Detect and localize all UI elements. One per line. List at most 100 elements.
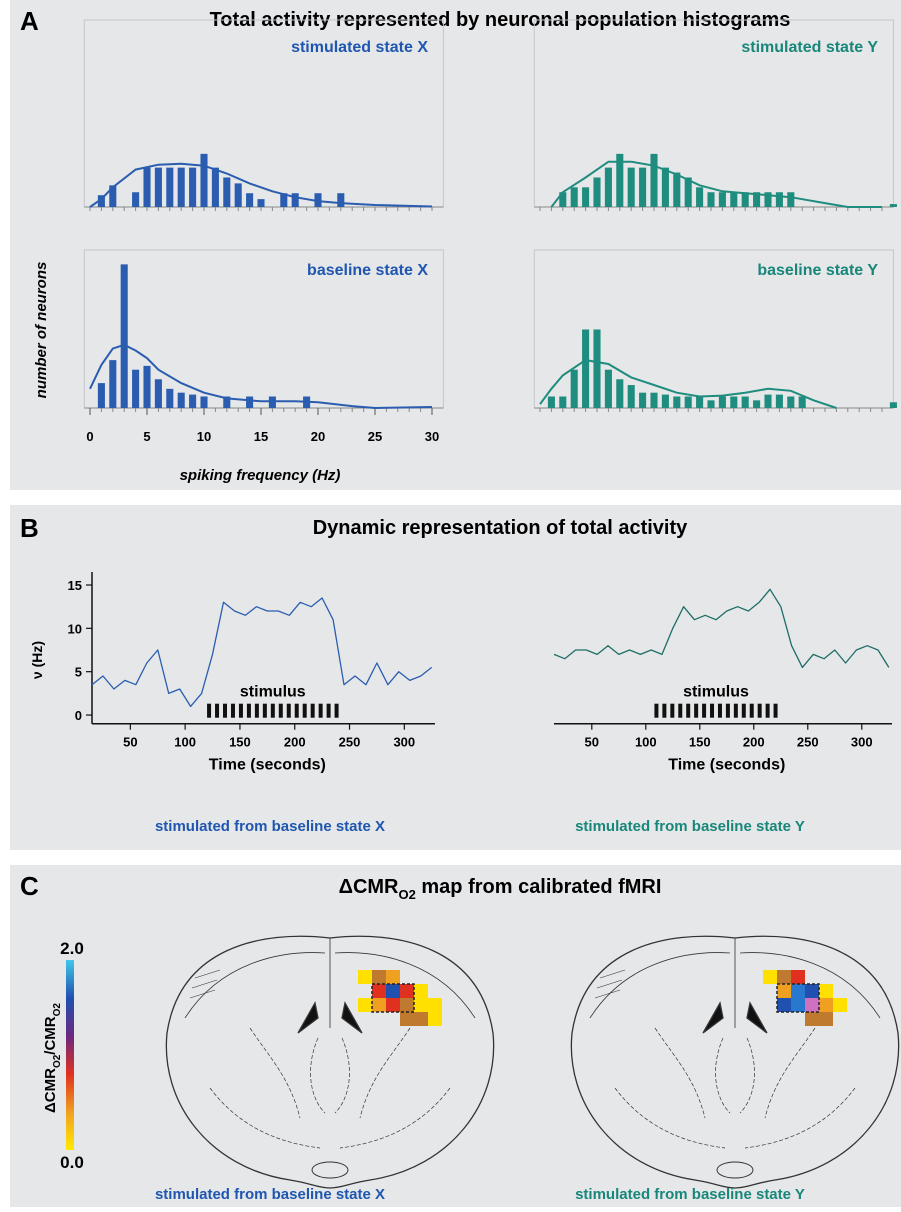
stimulus-pulse	[327, 704, 331, 718]
x-tick-label: 200	[743, 735, 765, 750]
stimulus-pulse	[662, 704, 666, 718]
x-tick-label: 0	[86, 429, 93, 444]
bar	[571, 370, 578, 408]
x-tick-label: 5	[143, 429, 150, 444]
bar	[696, 187, 703, 207]
title-part: map from calibrated fMRI	[416, 876, 662, 898]
bar	[787, 192, 794, 207]
bar	[132, 192, 139, 207]
x-tick-label: 300	[393, 735, 415, 750]
bar	[246, 193, 253, 207]
panel-bg	[10, 505, 901, 850]
stimulus-pulse	[710, 704, 714, 718]
label-sub: O2	[52, 1003, 63, 1017]
bar	[719, 397, 726, 408]
bar	[582, 329, 589, 408]
stimulus-pulse	[686, 704, 690, 718]
bar	[616, 379, 623, 408]
stimulus-pulse	[279, 704, 283, 718]
y-tick-label: 10	[68, 621, 82, 636]
panel-bg	[10, 865, 901, 1207]
stimulus-pulse	[734, 704, 738, 718]
stimulus-pulse	[295, 704, 299, 718]
bar	[189, 395, 196, 408]
bar	[776, 395, 783, 408]
bar	[742, 192, 749, 207]
panel-letter: B	[20, 513, 39, 543]
x-tick-label: 150	[689, 735, 711, 750]
bar	[890, 402, 897, 408]
bar	[730, 192, 737, 207]
y-tick-label: 5	[75, 665, 82, 680]
y-tick-label: 0	[75, 708, 82, 723]
stimulus-label: stimulus	[240, 684, 306, 701]
y-axis-label: number of neurons	[33, 262, 50, 399]
bar	[685, 397, 692, 408]
x-tick-label: 15	[254, 429, 268, 444]
bar	[246, 397, 253, 408]
caption: stimulated from baseline state Y	[575, 818, 805, 835]
bar	[166, 389, 173, 408]
bar	[121, 264, 128, 408]
stimulus-pulse	[239, 704, 243, 718]
bar	[890, 204, 897, 207]
colorbar-tick-label: 0.0	[60, 1153, 84, 1172]
caption: stimulated from baseline state Y	[575, 1186, 805, 1203]
bar	[605, 168, 612, 207]
panel-bg	[10, 0, 901, 490]
bar	[639, 393, 646, 408]
stimulus-pulse	[694, 704, 698, 718]
bar	[548, 397, 555, 408]
label-part: ΔCMR	[42, 1068, 59, 1113]
bar	[753, 400, 760, 408]
bar	[337, 193, 344, 207]
bar	[200, 397, 207, 408]
stimulus-bar	[207, 704, 339, 718]
stimulus-pulse	[678, 704, 682, 718]
panel-letter: C	[20, 871, 39, 901]
stimulus-pulse	[774, 704, 778, 718]
stimulus-pulse	[758, 704, 762, 718]
bar	[178, 168, 185, 207]
bar	[132, 370, 139, 408]
x-tick-label: 100	[635, 735, 657, 750]
stimulus-pulse	[742, 704, 746, 718]
bar	[189, 168, 196, 207]
chart-title: stimulated state X	[291, 39, 428, 56]
x-tick-label: 50	[123, 735, 137, 750]
bar	[707, 400, 714, 408]
stimulus-label: stimulus	[683, 684, 749, 701]
stimulus-pulse	[702, 704, 706, 718]
bar	[200, 154, 207, 207]
bar	[730, 397, 737, 408]
colorbar-tick-label: 2.0	[60, 939, 84, 958]
bar	[166, 168, 173, 207]
bar	[764, 395, 771, 408]
stimulus-pulse	[654, 704, 658, 718]
stimulus-pulse	[311, 704, 315, 718]
bar	[776, 192, 783, 207]
stimulus-pulse	[215, 704, 219, 718]
x-axis-label: spiking frequency (Hz)	[180, 467, 341, 484]
panel-title: Dynamic representation of total activity	[313, 517, 688, 539]
bar	[155, 168, 162, 207]
bar	[143, 168, 150, 207]
bar	[109, 360, 116, 408]
x-tick-label: 150	[229, 735, 251, 750]
bar	[650, 154, 657, 207]
bar	[742, 397, 749, 408]
bar	[143, 366, 150, 408]
bar	[628, 168, 635, 207]
panel-letter: A	[20, 6, 39, 36]
bar	[593, 329, 600, 408]
bar	[593, 177, 600, 207]
stimulus-pulse	[231, 704, 235, 718]
stimulus-pulse	[287, 704, 291, 718]
caption: stimulated from baseline state X	[155, 1186, 385, 1203]
x-axis-label: Time (seconds)	[209, 757, 326, 774]
chart-title: baseline state Y	[757, 262, 878, 279]
x-tick-label: 250	[797, 735, 819, 750]
bar	[650, 393, 657, 408]
x-tick-label: 10	[197, 429, 211, 444]
caption: stimulated from baseline state X	[155, 818, 385, 835]
